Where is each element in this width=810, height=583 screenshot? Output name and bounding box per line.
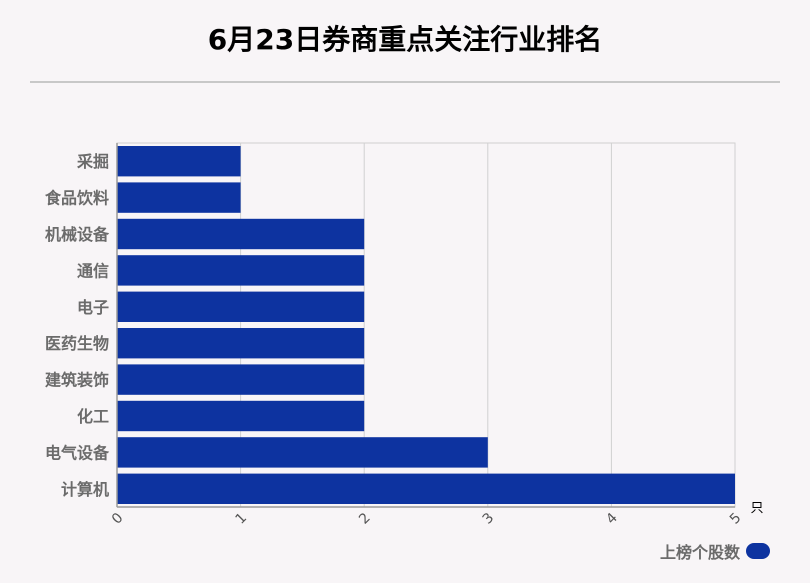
category-label: 计算机 — [61, 480, 109, 499]
category-label: 食品饮料 — [44, 189, 109, 208]
legend-swatch — [746, 543, 770, 559]
bar — [117, 473, 735, 504]
x-tick-label: 2 — [356, 510, 374, 528]
x-tick-label: 5 — [727, 510, 745, 528]
bar — [117, 182, 241, 213]
x-tick-label: 3 — [480, 510, 498, 528]
category-label: 建筑装饰 — [45, 371, 109, 390]
category-label: 采掘 — [76, 152, 109, 171]
title-divider — [30, 81, 780, 83]
category-label: 电气设备 — [45, 443, 110, 462]
chart-title: 6月23日券商重点关注行业排名 — [207, 23, 603, 56]
x-tick-label: 0 — [109, 510, 127, 528]
category-label: 化工 — [77, 407, 109, 426]
category-label: 机械设备 — [45, 225, 110, 244]
bar — [117, 437, 488, 468]
bar — [117, 328, 365, 359]
bar — [117, 218, 365, 250]
category-label: 通信 — [77, 261, 109, 280]
x-tick-label: 4 — [603, 510, 621, 528]
category-label: 医药生物 — [45, 334, 109, 353]
bar — [117, 291, 365, 322]
bar — [117, 400, 365, 432]
legend: 上榜个股数 — [660, 539, 770, 563]
bar — [117, 255, 365, 286]
legend-label: 上榜个股数 — [659, 543, 740, 562]
x-tick-label: 1 — [232, 510, 250, 528]
category-label: 电子 — [77, 298, 109, 317]
bar — [117, 364, 365, 395]
x-unit-label: 只 — [750, 501, 763, 516]
bar — [117, 146, 241, 177]
